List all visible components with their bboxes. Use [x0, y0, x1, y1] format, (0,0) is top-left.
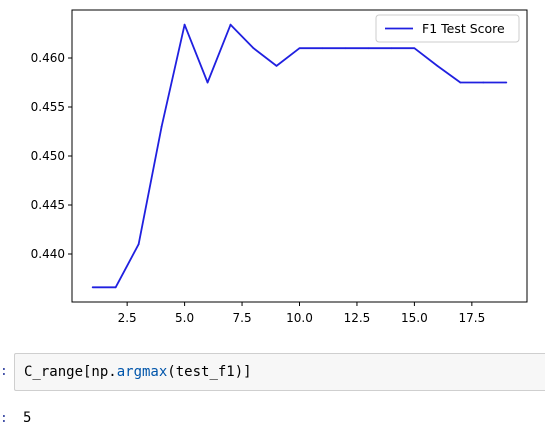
x-tick-label: 10.0 [286, 311, 313, 325]
data-point [390, 47, 393, 50]
data-point [436, 64, 439, 67]
x-tick-label: 17.5 [458, 311, 485, 325]
code-cell[interactable]: C_range[np.argmax(test_f1)] [14, 353, 545, 391]
legend-label: F1 Test Score [422, 21, 505, 36]
series-line [92, 23, 507, 289]
code-part-1: C_range[np. [24, 364, 117, 380]
x-tick-label: 12.5 [344, 311, 371, 325]
code-part-2: (test_f1)] [167, 364, 252, 380]
data-point [137, 243, 140, 246]
x-tick-label: 15.0 [401, 311, 428, 325]
data-point [298, 47, 301, 50]
plot-frame [71, 9, 528, 303]
data-point [344, 47, 347, 50]
data-point [114, 286, 117, 289]
y-tick-label: 0.445 [31, 198, 65, 212]
data-point [183, 23, 186, 26]
y-tick-label: 0.450 [31, 149, 65, 163]
chart-output: 2.5 5.0 7.5 10.0 12.5 15.0 17.5 0.440 0.445 0.450… [31, 9, 528, 325]
input-prompt: : [0, 364, 8, 379]
data-point [206, 81, 209, 84]
data-point [252, 47, 255, 50]
data-point [413, 47, 416, 50]
data-point [459, 81, 462, 84]
x-tick-label: 5.0 [175, 311, 194, 325]
data-point [482, 81, 485, 84]
code-function-name: argmax [116, 364, 168, 380]
x-tick-label: 2.5 [118, 311, 137, 325]
data-point [229, 23, 232, 26]
data-point [505, 81, 508, 84]
data-point [275, 64, 278, 67]
line-chart: 2.5 5.0 7.5 10.0 12.5 15.0 17.5 0.440 0.445 0.450… [31, 9, 528, 325]
code-text[interactable]: C_range[np.argmax(test_f1)] [24, 364, 252, 380]
y-tick-label: 0.460 [31, 51, 65, 65]
output-prompt: : [0, 411, 8, 426]
y-tick-label: 0.440 [31, 247, 65, 261]
data-point [367, 47, 370, 50]
data-point [321, 47, 324, 50]
legend-box [375, 14, 520, 43]
x-tick-label: 7.5 [233, 311, 252, 325]
y-tick-label: 0.455 [31, 100, 65, 114]
data-point [160, 125, 163, 128]
data-point [91, 286, 94, 289]
cell-output-value: 5 [23, 410, 32, 426]
